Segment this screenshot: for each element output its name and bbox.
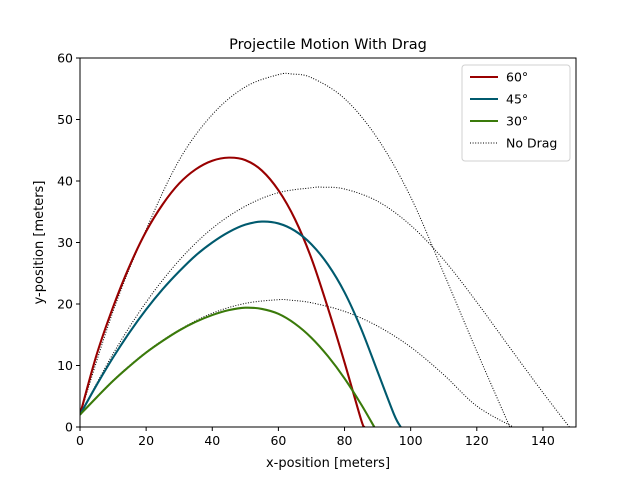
y-tick-label: 0 [65, 420, 73, 435]
x-tick-label: 20 [138, 433, 154, 448]
series-line-no-drag [80, 72, 511, 427]
series-line-no-drag-5 [80, 299, 514, 427]
legend-label: 45° [506, 92, 528, 107]
x-tick-label: 80 [337, 433, 353, 448]
x-tick-label: 40 [204, 433, 220, 448]
legend-frame [461, 64, 571, 162]
y-tick-label: 10 [57, 358, 73, 373]
series-line-60-deg [80, 156, 366, 427]
x-axis-label: x-position [meters] [266, 456, 390, 471]
y-tick-label: 20 [57, 297, 73, 312]
y-tick-label: 50 [57, 112, 73, 127]
y-tick-label: 30 [57, 235, 73, 250]
x-tick-label: 60 [270, 433, 286, 448]
chart-title: Projectile Motion With Drag [229, 37, 427, 53]
x-tick-label: 120 [465, 433, 489, 448]
x-tick-label: 140 [531, 433, 555, 448]
legend-label: 60° [506, 70, 528, 85]
y-axis-label: y-position [meters] [32, 181, 47, 305]
x-tick-label: 0 [76, 433, 84, 448]
legend-label: No Drag [506, 136, 557, 151]
y-tick-label: 60 [57, 51, 73, 66]
y-tick-label: 40 [57, 174, 73, 189]
series-line-45-deg [80, 220, 402, 427]
series-line-no-drag-4 [80, 186, 570, 427]
x-tick-label: 100 [399, 433, 423, 448]
legend: 60° 45° 30° No Drag [461, 64, 571, 162]
legend-label: 30° [506, 114, 528, 129]
series-line-30-deg [80, 306, 376, 427]
